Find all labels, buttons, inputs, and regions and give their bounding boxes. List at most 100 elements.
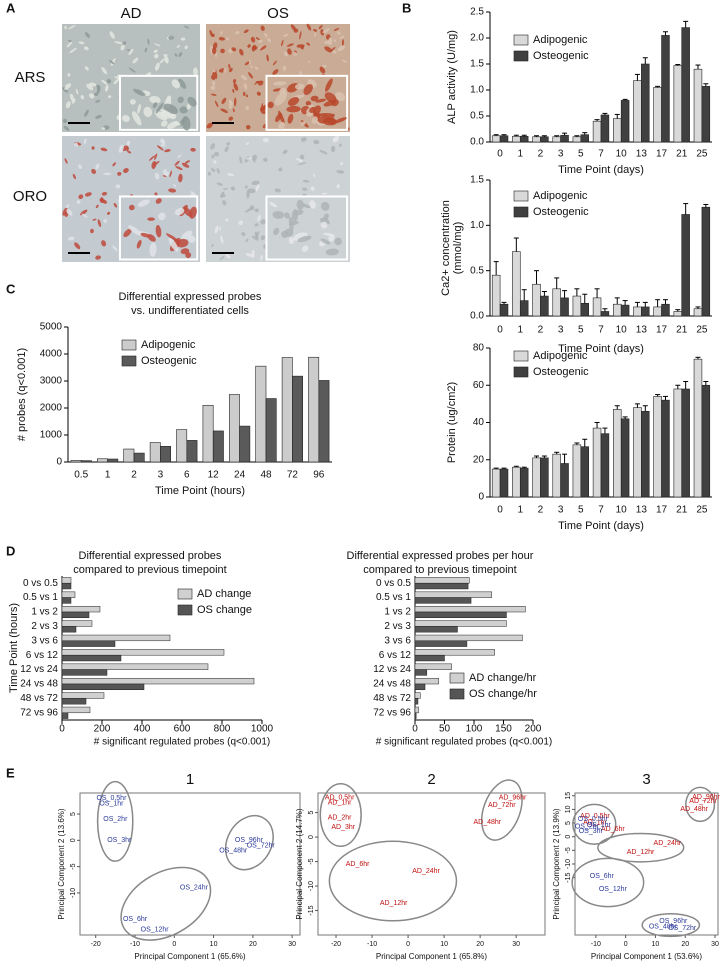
bar (61, 577, 72, 584)
bar (633, 306, 642, 317)
bar (414, 649, 495, 656)
cell (233, 82, 239, 91)
error-bar (634, 73, 640, 81)
bar (653, 87, 662, 143)
cell (263, 157, 268, 162)
cell (166, 95, 172, 102)
legend-swatch (449, 672, 465, 684)
cell (300, 45, 304, 50)
cell (282, 149, 288, 155)
bar (499, 135, 509, 143)
cell (174, 207, 185, 216)
cell (75, 88, 79, 95)
cell (295, 158, 302, 161)
x-tick-label: 30 (512, 941, 520, 948)
cell (101, 79, 108, 85)
bar (491, 468, 501, 498)
legend-swatch (513, 366, 529, 378)
bar (414, 677, 439, 685)
point-label: OS_72hr (247, 842, 276, 849)
cell (177, 96, 184, 104)
cell (107, 211, 111, 215)
x-tick-label: 10 (616, 505, 628, 516)
cell (219, 255, 225, 261)
x-axis-label: Principal Component 1 (65.8%) (376, 952, 488, 961)
point-label: AD_72hr (488, 802, 516, 809)
chart-title: Differential expressed probes (119, 291, 262, 303)
cell (210, 143, 216, 150)
cell (225, 218, 229, 222)
bar (414, 692, 421, 699)
bar (202, 404, 214, 463)
y-tick-label: -10 (70, 888, 77, 898)
cell (66, 41, 73, 48)
bar (61, 654, 122, 662)
y-tick-label: 1.5 (470, 175, 484, 186)
bar (414, 620, 507, 627)
cell (155, 225, 162, 238)
error-bar (493, 134, 499, 136)
cell (163, 54, 168, 57)
bar (613, 409, 622, 498)
bar (292, 375, 303, 463)
cell (213, 69, 216, 73)
cell (241, 232, 246, 237)
cell (244, 185, 248, 189)
bar (661, 399, 670, 498)
cell (272, 60, 277, 66)
cell (338, 143, 342, 147)
cell (171, 79, 181, 89)
x-tick-label: 21 (676, 505, 688, 516)
error-bar (602, 112, 608, 115)
y-tick-label: 24 vs 48 (20, 679, 58, 690)
bar (633, 80, 642, 143)
cell (302, 179, 310, 183)
error-bar (683, 20, 689, 28)
cell (117, 171, 122, 176)
legend-label: Osteogenic (533, 206, 589, 218)
cell (184, 25, 190, 29)
bar (61, 712, 69, 719)
cell (126, 147, 129, 152)
x-tick-label: 7 (598, 505, 604, 516)
cell (302, 187, 308, 191)
cell (179, 106, 189, 114)
cell (65, 101, 71, 109)
bar (540, 136, 549, 143)
cell (320, 29, 325, 36)
cell (300, 137, 307, 142)
bar (414, 640, 468, 647)
cell (137, 199, 150, 207)
panel-letter: C (6, 281, 16, 296)
legend-label: Osteogenic (141, 355, 197, 367)
y-axis-label: Ca2+ concentration (440, 200, 452, 296)
cell (83, 46, 89, 51)
cell (84, 32, 91, 38)
y-tick-label: 5000 (40, 322, 63, 333)
y-tick-label: 60 (473, 380, 485, 391)
x-tick-label: 5 (578, 505, 584, 516)
legend-label: Osteogenic (533, 366, 589, 378)
cell (89, 93, 95, 99)
error-bar (614, 405, 620, 410)
y-tick-label: -15 (308, 905, 315, 915)
y-tick-label: -5 (565, 847, 572, 853)
bar (532, 136, 541, 143)
cell (300, 121, 306, 126)
x-tick-label: 50 (439, 724, 451, 735)
y-tick-label: 2.5 (470, 7, 484, 18)
cell (210, 85, 216, 91)
cell (211, 243, 214, 247)
y-tick-label: 12 vs 24 (20, 664, 58, 675)
bar (540, 295, 549, 317)
cell (113, 203, 118, 208)
x-tick-label: 3 (558, 505, 564, 516)
error-bar (562, 290, 568, 298)
cell (324, 92, 337, 103)
bar (673, 65, 683, 143)
cell (103, 219, 107, 223)
cell (313, 29, 318, 32)
cell (206, 122, 213, 129)
cell (65, 83, 72, 89)
bar (133, 452, 145, 463)
